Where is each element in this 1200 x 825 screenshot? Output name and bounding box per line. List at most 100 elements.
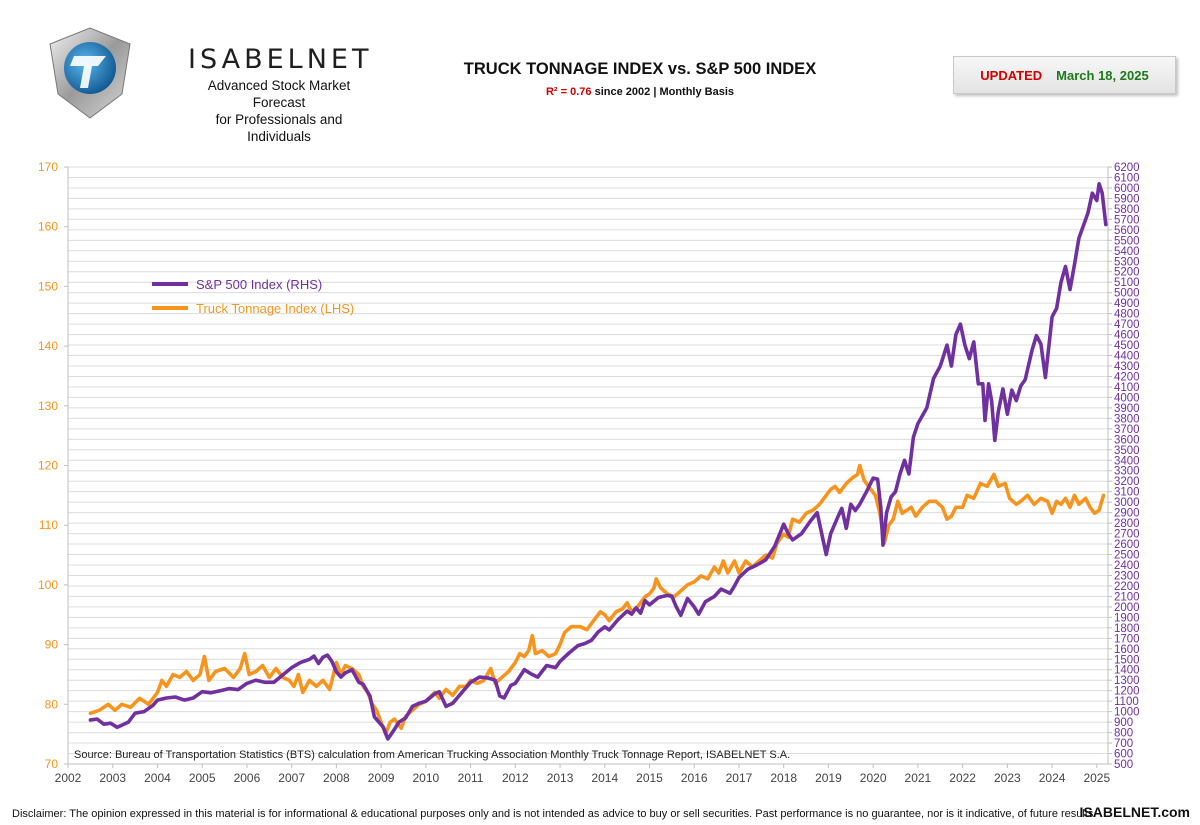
right-axis-tick-label: 2100	[1114, 591, 1140, 603]
x-axis-tick-label: 2014	[591, 771, 618, 785]
x-axis-tick-label: 2023	[994, 771, 1021, 785]
right-axis-tick-label: 5000	[1114, 288, 1140, 300]
brand-name: ISABELNET	[188, 44, 373, 75]
site-name: ISABELNET.com	[1079, 804, 1190, 820]
updated-badge: UPDATED March 18, 2025	[953, 56, 1176, 94]
right-axis-tick-label: 5600	[1114, 225, 1140, 237]
x-axis-tick-label: 2010	[412, 771, 439, 785]
brand-header: ISABELNET Advanced Stock Market Forecast…	[40, 22, 373, 144]
left-axis-tick-label: 80	[45, 697, 59, 711]
right-axis-tick-label: 2900	[1114, 508, 1140, 520]
left-axis-tick-label: 110	[39, 518, 58, 532]
r-squared-value: R² = 0.76	[545, 86, 592, 98]
right-axis-tick-label: 500	[1114, 759, 1133, 771]
subtitle-rest: since 2002 | Monthly Basis	[591, 86, 735, 98]
right-axis-tick-label: 700	[1114, 738, 1133, 750]
right-axis-tick-label: 1600	[1114, 644, 1140, 656]
right-axis-tick-label: 2400	[1114, 560, 1140, 572]
right-axis-tick-label: 6200	[1114, 162, 1140, 174]
right-axis-tick-label: 1800	[1114, 623, 1140, 635]
right-axis-tick-label: 1300	[1114, 675, 1140, 687]
x-axis-tick-label: 2022	[949, 771, 976, 785]
right-axis-tick-label: 3200	[1114, 476, 1140, 488]
right-axis-tick-label: 2600	[1114, 539, 1140, 551]
right-axis-tick-label: 5100	[1114, 277, 1140, 289]
right-axis-tick-label: 1900	[1114, 612, 1140, 624]
right-axis-tick-label: 2500	[1114, 550, 1140, 562]
right-axis-tick-label: 1000	[1114, 707, 1140, 719]
left-axis-tick-label: 120	[38, 459, 58, 473]
x-axis-tick-label: 2004	[144, 771, 171, 785]
right-axis-tick-label: 4600	[1114, 330, 1140, 342]
updated-date: March 18, 2025	[1056, 67, 1149, 83]
right-axis-tick-label: 3800	[1114, 413, 1140, 425]
right-axis-tick-label: 2200	[1114, 581, 1140, 593]
right-axis-tick-label: 4900	[1114, 298, 1140, 310]
x-axis-tick-label: 2008	[323, 771, 350, 785]
updated-label: UPDATED	[980, 67, 1043, 83]
right-axis-tick-label: 4200	[1114, 371, 1140, 383]
right-axis-tick-label: 3600	[1114, 434, 1140, 446]
right-axis-tick-label: 5800	[1114, 204, 1140, 216]
left-axis-tick-label: 140	[38, 339, 58, 353]
x-axis-tick-label: 2015	[636, 771, 663, 785]
right-axis-tick-label: 5200	[1114, 267, 1140, 279]
x-axis-tick-label: 2006	[234, 771, 261, 785]
disclaimer-text: Disclaimer: The opinion expressed in thi…	[12, 808, 1097, 820]
right-axis-tick-label: 1400	[1114, 665, 1140, 677]
right-axis-tick-label: 4000	[1114, 392, 1140, 404]
right-axis-tick-label: 2800	[1114, 518, 1140, 530]
x-axis-tick-label: 2020	[860, 771, 887, 785]
right-axis-tick-label: 1200	[1114, 686, 1140, 698]
left-axis-tick-label: 150	[38, 279, 58, 293]
x-axis-tick-label: 2012	[502, 771, 529, 785]
right-axis-tick-label: 3500	[1114, 445, 1140, 457]
right-axis-tick-label: 6100	[1114, 172, 1140, 184]
x-axis-tick-label: 2009	[368, 771, 395, 785]
left-axis-tick-label: 100	[38, 578, 58, 592]
x-axis-tick-label: 2018	[770, 771, 797, 785]
chart-title: TRUCK TONNAGE INDEX vs. S&P 500 INDEX	[463, 60, 817, 78]
isabelnet-shield-logo-icon	[49, 27, 131, 119]
right-axis-tick-label: 600	[1114, 749, 1133, 761]
right-axis-tick-label: 4800	[1114, 309, 1140, 321]
right-axis-tick-label: 5700	[1114, 214, 1140, 226]
right-axis-tick-label: 4300	[1114, 361, 1140, 373]
left-axis-tick-label: 170	[38, 160, 58, 174]
x-axis-tick-label: 2024	[1039, 771, 1066, 785]
x-axis-tick-label: 2019	[815, 771, 842, 785]
right-axis-tick-label: 1500	[1114, 654, 1140, 666]
right-axis-tick-label: 4400	[1114, 351, 1140, 363]
left-axis-tick-label: 70	[45, 757, 59, 771]
right-axis-tick-label: 3000	[1114, 497, 1140, 509]
legend-truck-tonnage-label: Truck Tonnage Index (LHS)	[196, 301, 354, 316]
left-axis-tick-label: 90	[45, 638, 59, 652]
right-axis-tick-label: 900	[1114, 717, 1133, 729]
sp500-line	[88, 182, 1108, 741]
source-note: Source: Bureau of Transportation Statist…	[74, 749, 790, 761]
x-axis-tick-label: 2021	[905, 771, 932, 785]
x-axis-tick-label: 2025	[1083, 771, 1110, 785]
brand-tagline-line-2: for Professionals and Individuals	[215, 112, 343, 144]
right-axis-tick-label: 1700	[1114, 633, 1140, 645]
right-axis-tick-label: 2000	[1114, 602, 1140, 614]
x-axis-tick-label: 2005	[189, 771, 216, 785]
x-axis-tick-label: 2007	[278, 771, 305, 785]
left-axis-tick-label: 160	[38, 220, 58, 234]
right-axis-tick-label: 6000	[1114, 183, 1140, 195]
chart-area: 70 80 90 100 110 120 130 140 150 160 170 5006007008…	[38, 160, 1140, 785]
brand-tagline-line-1: Advanced Stock Market Forecast	[207, 78, 351, 110]
right-axis-tick-label: 5900	[1114, 193, 1140, 205]
truck-tonnage-line	[88, 463, 1106, 736]
brand-tagline: Advanced Stock Market Forecast for Profe…	[188, 77, 370, 145]
right-axis-tick-label: 5300	[1114, 256, 1140, 268]
x-axis-tick-label: 2002	[55, 771, 82, 785]
right-axis-tick-label: 800	[1114, 728, 1133, 740]
right-axis-tick-label: 5500	[1114, 235, 1140, 247]
x-axis-tick-label: 2017	[726, 771, 753, 785]
right-axis-tick-label: 3700	[1114, 424, 1140, 436]
right-axis-tick-label: 3300	[1114, 466, 1140, 478]
left-axis-tick-label: 130	[38, 399, 58, 413]
x-axis-tick-label: 2003	[99, 771, 126, 785]
right-axis-tick-label: 5400	[1114, 246, 1140, 258]
